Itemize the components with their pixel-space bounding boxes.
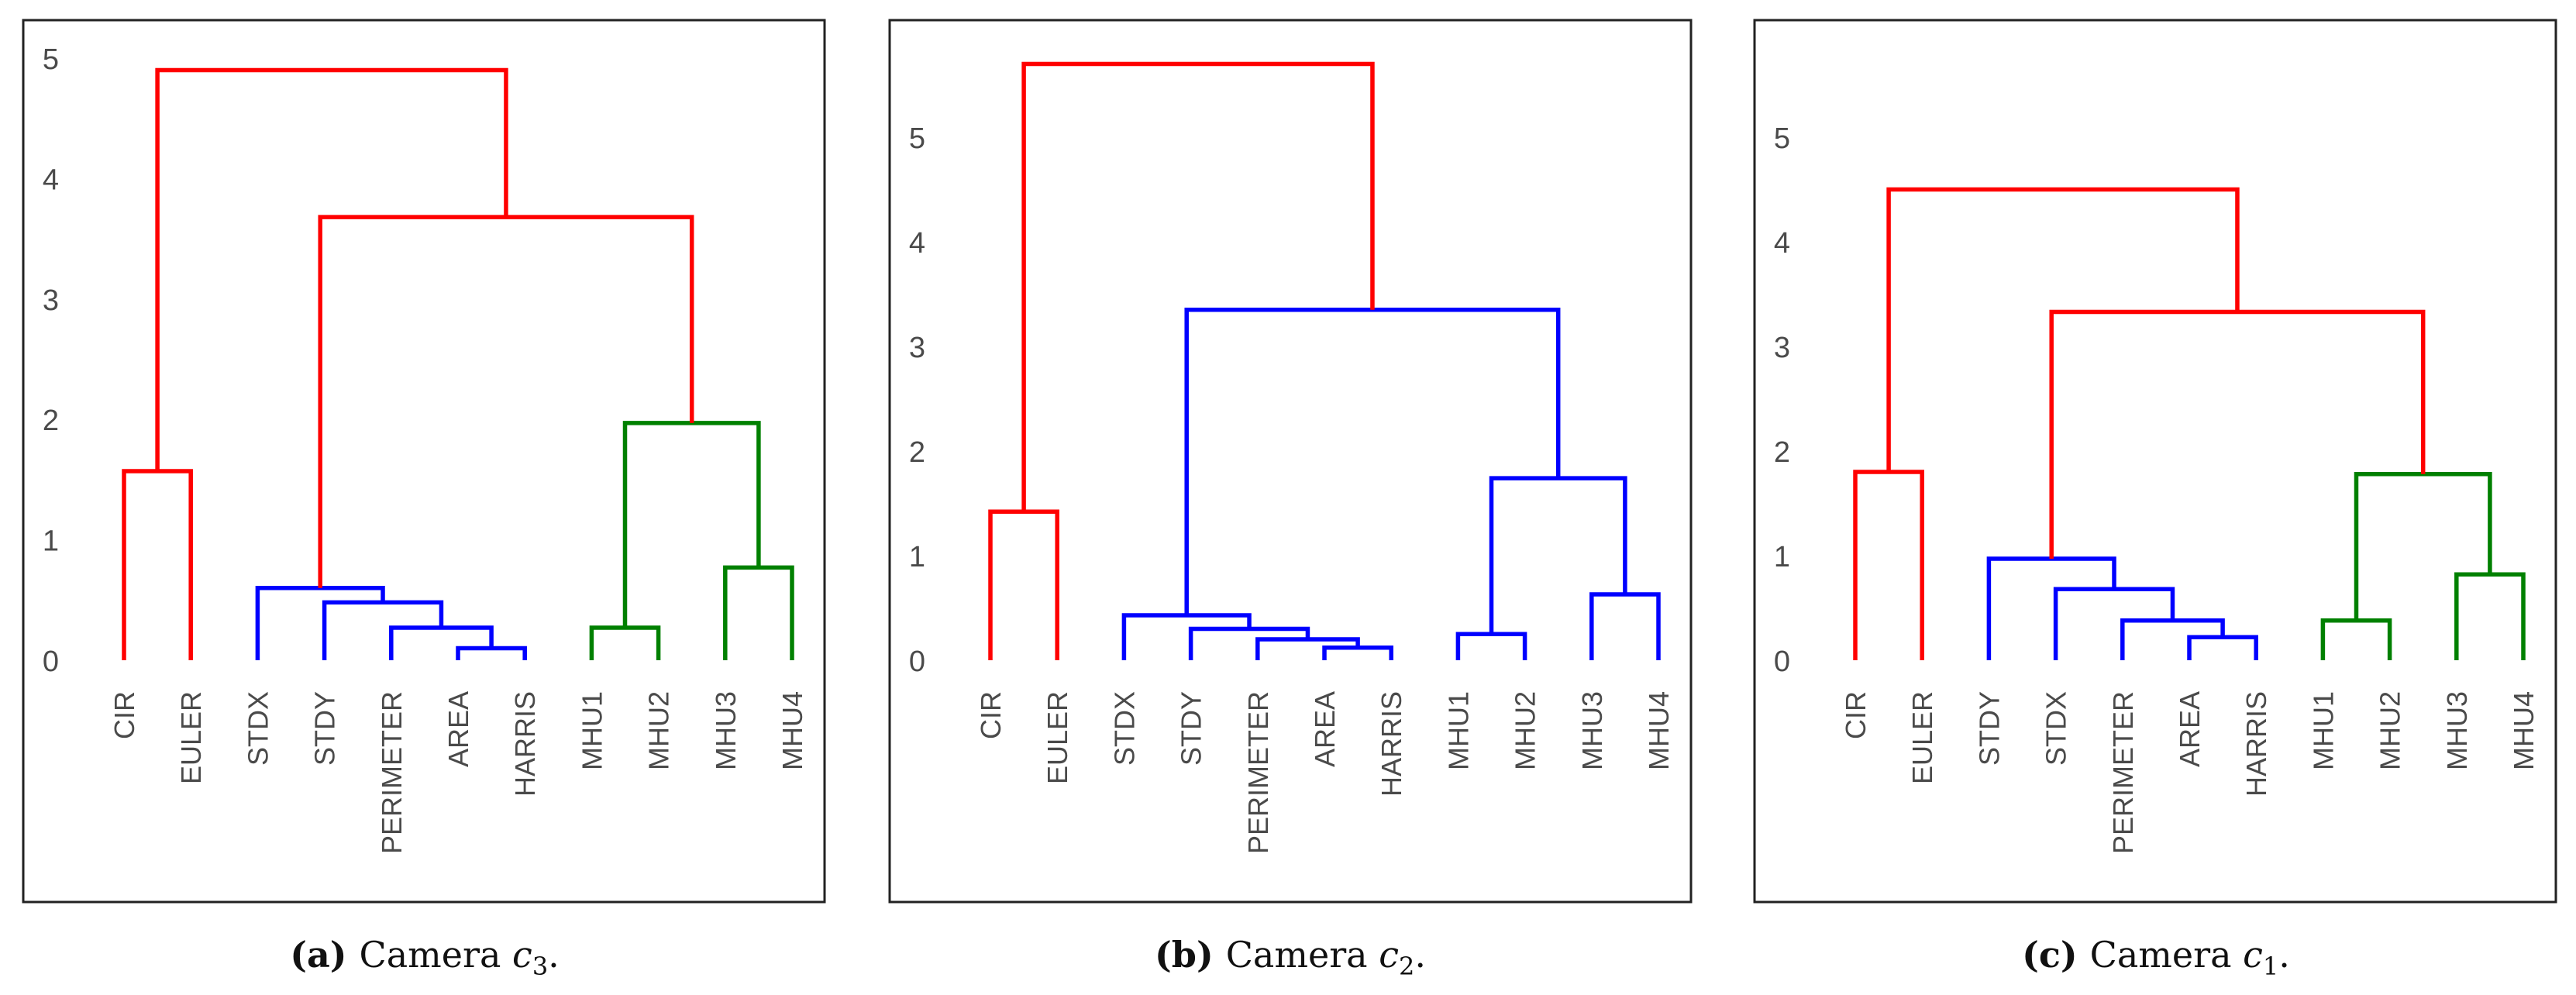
- y-tick-label: 1: [909, 541, 925, 573]
- caption-prefix: Camera: [1226, 934, 1379, 976]
- leaf-label: MHU3: [2441, 691, 2473, 770]
- plot-frame: [22, 19, 826, 904]
- caption-subscript: 1: [2263, 952, 2278, 981]
- dendrogram-panel-2: 0 1 2 3 4 5 CIR EULER STDX STDY PERIMETER AREA HARRI…: [888, 19, 1693, 981]
- y-tick-label: 0: [909, 646, 925, 678]
- leaf-label: MHU2: [1510, 691, 1541, 770]
- leaf-label: MHU4: [2508, 691, 2540, 770]
- caption-prefix: Camera: [360, 934, 513, 976]
- y-tick-label: 4: [43, 164, 59, 196]
- leaf-label: CIR: [975, 691, 1007, 739]
- panel-caption: (c) Camera c1.: [2022, 934, 2290, 981]
- y-tick-label: 5: [1774, 122, 1790, 155]
- leaf-label: STDY: [309, 691, 341, 766]
- y-tick-label: 5: [909, 122, 925, 155]
- caption-subscript: 3: [532, 952, 548, 981]
- leaf-label: AREA: [2174, 691, 2206, 767]
- caption-variable: c: [512, 934, 532, 976]
- plot-frame: [888, 19, 1693, 904]
- leaf-label: EULER: [1906, 691, 1938, 784]
- y-tick-label: 2: [1774, 436, 1790, 469]
- y-tick-label: 3: [909, 332, 925, 364]
- leaf-label: PERIMETER: [376, 691, 408, 854]
- dendrogram-link: [1021, 61, 1375, 512]
- y-tick-label: 2: [43, 405, 59, 437]
- leaf-label: MHU2: [2375, 691, 2406, 770]
- leaf-label: AREA: [1309, 691, 1341, 767]
- caption-variable: c: [1379, 934, 1399, 976]
- leaf-label: MHU3: [1576, 691, 1608, 770]
- plot-frame: [1753, 19, 2557, 904]
- leaf-label: PERIMETER: [1242, 691, 1274, 854]
- caption-subscript: 2: [1399, 952, 1414, 981]
- caption-suffix: .: [1414, 934, 1426, 976]
- caption-suffix: .: [548, 934, 560, 976]
- leaf-label: MHU4: [1643, 691, 1675, 770]
- leaf-label: STDX: [2040, 691, 2072, 766]
- panel-caption: (a) Camera c3.: [290, 934, 560, 981]
- dendrogram-link: [155, 67, 508, 472]
- leaf-label: PERIMETER: [2107, 691, 2139, 854]
- y-tick-label: 0: [1774, 646, 1790, 678]
- leaf-label: MHU4: [777, 691, 808, 770]
- leaf-label: STDY: [1973, 691, 2005, 766]
- y-tick-label: 2: [909, 436, 925, 469]
- y-tick-label: 1: [1774, 541, 1790, 573]
- leaf-label: STDX: [242, 691, 274, 766]
- y-tick-label: 0: [43, 646, 59, 678]
- leaf-label: EULER: [175, 691, 207, 784]
- leaf-label: MHU3: [710, 691, 742, 770]
- caption-variable: c: [2243, 934, 2263, 976]
- dendrogram-link: [1886, 187, 2240, 472]
- leaf-label: HARRIS: [1376, 691, 1407, 797]
- leaf-label: CIR: [1840, 691, 1872, 739]
- leaf-label: MHU1: [2307, 691, 2339, 770]
- y-tick-label: 3: [1774, 332, 1790, 364]
- y-tick-label: 5: [43, 43, 59, 76]
- leaf-label: STDX: [1108, 691, 1140, 766]
- caption-label: (c): [2022, 934, 2090, 976]
- leaf-label: HARRIS: [509, 691, 541, 797]
- leaf-label: EULER: [1042, 691, 1073, 784]
- y-tick-label: 4: [909, 227, 925, 260]
- leaf-label: STDY: [1176, 691, 1207, 766]
- leaf-label: MHU2: [643, 691, 675, 770]
- caption-prefix: Camera: [2090, 934, 2244, 976]
- panel-caption: (b) Camera c2.: [1155, 934, 1426, 981]
- caption-suffix: .: [2278, 934, 2290, 976]
- y-tick-label: 1: [43, 525, 59, 558]
- dendrogram-panel-3: 0 1 2 3 4 5 CIR EULER STDY STDX PERIMETER AREA HARRI…: [1753, 19, 2557, 981]
- leaf-label: HARRIS: [2240, 691, 2272, 797]
- caption-label: (b): [1155, 934, 1226, 976]
- dendrogram-panel-1: 0 1 2 3 4 5 CIR EULER STDX STDY PERIMETER AREA HARRI…: [22, 19, 826, 981]
- y-tick-label: 3: [43, 284, 59, 317]
- caption-label: (a): [290, 934, 359, 976]
- leaf-label: AREA: [443, 691, 474, 767]
- leaf-label: MHU1: [576, 691, 608, 770]
- leaf-label: MHU1: [1442, 691, 1474, 770]
- leaf-label: CIR: [108, 691, 140, 739]
- y-tick-label: 4: [1774, 227, 1790, 260]
